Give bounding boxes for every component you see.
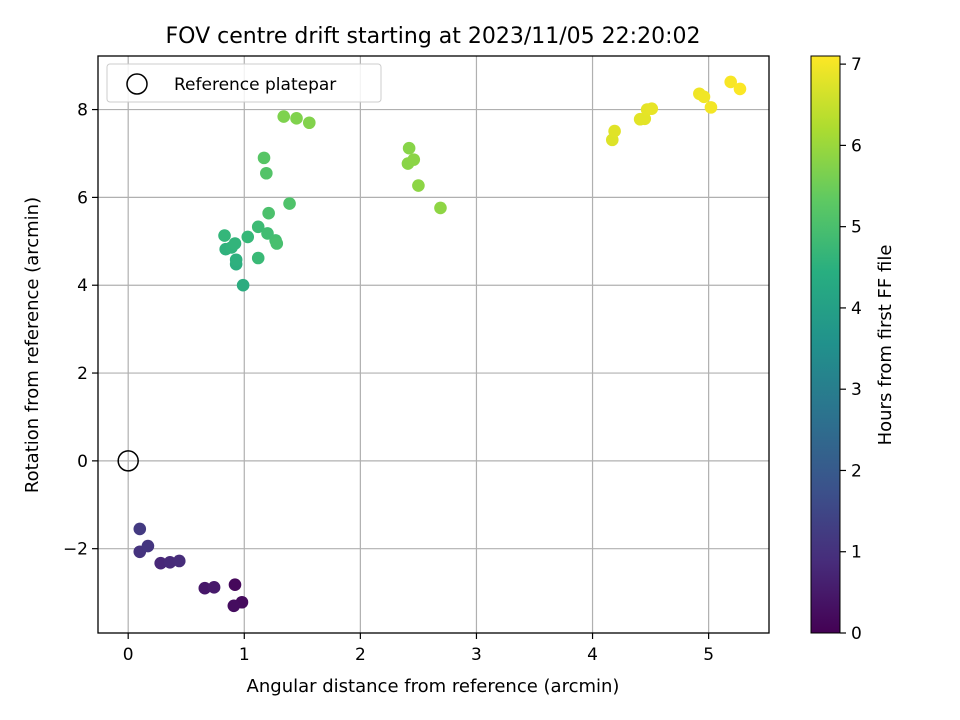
- colorbar-tick-label: 4: [851, 299, 862, 319]
- colorbar-label: Hours from first FF file: [875, 245, 896, 446]
- data-point: [261, 227, 274, 240]
- data-point: [251, 251, 265, 265]
- y-tick-label: 2: [77, 364, 88, 384]
- data-points: [133, 75, 747, 613]
- grid: [98, 56, 769, 633]
- reference-platepar-marker: [117, 450, 139, 472]
- data-point: [133, 522, 147, 536]
- y-tick-label: 6: [77, 188, 88, 208]
- colorbar-tick-label: 5: [851, 218, 862, 238]
- data-point: [645, 102, 659, 115]
- data-point: [207, 581, 221, 594]
- data-point: [402, 141, 416, 155]
- data-point: [229, 253, 243, 267]
- x-tick-label: 3: [471, 645, 482, 665]
- data-point: [228, 578, 242, 591]
- data-point: [251, 220, 265, 234]
- x-axis-ticks: 0 1 2 3 4 5: [123, 633, 714, 665]
- y-axis-ticks: −2 0 2 4 6 8: [63, 101, 98, 560]
- y-tick-label: 0: [77, 452, 88, 472]
- data-point: [241, 230, 255, 244]
- data-point: [257, 151, 271, 165]
- colorbar-gradient: [810, 55, 841, 634]
- y-axis-label: Rotation from reference (arcmin): [22, 197, 43, 493]
- legend: Reference platepar: [106, 63, 382, 103]
- x-tick-label: 2: [355, 645, 366, 665]
- y-tick-label: 8: [77, 101, 88, 121]
- data-point: [704, 101, 718, 114]
- data-point: [172, 554, 186, 568]
- data-point: [260, 166, 273, 180]
- data-point: [236, 278, 250, 292]
- data-point: [697, 90, 711, 104]
- data-point: [434, 201, 447, 215]
- data-point: [228, 237, 242, 250]
- data-point: [608, 124, 621, 138]
- data-point: [218, 229, 231, 242]
- data-point: [283, 197, 296, 210]
- x-axis-label: Angular distance from reference (arcmin): [247, 676, 620, 697]
- colorbar-ticks: 0 1 2 3 4 5 6 7: [840, 55, 862, 644]
- x-tick-label: 1: [239, 645, 250, 665]
- x-tick-label: 0: [123, 645, 134, 665]
- y-tick-label: 4: [77, 276, 88, 296]
- data-point: [141, 539, 155, 553]
- colorbar-tick-label: 1: [851, 543, 862, 563]
- legend-box: [106, 63, 382, 103]
- data-point: [227, 599, 241, 613]
- data-point: [733, 82, 747, 96]
- colorbar-tick-label: 2: [851, 461, 862, 481]
- data-point: [163, 556, 177, 569]
- data-point: [412, 179, 425, 192]
- colorbar-tick-label: 0: [851, 624, 862, 644]
- data-point: [724, 75, 737, 89]
- x-tick-label: 4: [587, 645, 598, 665]
- colorbar-tick-label: 7: [851, 55, 862, 75]
- data-point: [262, 206, 275, 220]
- legend-marker-icon: [126, 73, 148, 95]
- data-point: [277, 110, 291, 123]
- legend-label: Reference platepar: [174, 75, 336, 95]
- data-point: [407, 153, 421, 166]
- data-point: [198, 581, 212, 595]
- colorbar-tick-label: 3: [851, 380, 862, 400]
- y-tick-label: −2: [63, 540, 88, 560]
- chart-title: FOV centre drift starting at 2023/11/05 …: [166, 24, 701, 49]
- plot-frame: [97, 55, 770, 634]
- x-tick-label: 5: [703, 645, 714, 665]
- colorbar-tick-label: 6: [851, 136, 862, 156]
- colorbar: 0 1 2 3 4 5 6 7 Hours from first FF file: [810, 55, 896, 644]
- data-point: [154, 556, 167, 570]
- data-point: [302, 116, 316, 130]
- data-point: [290, 112, 303, 125]
- reference-marker: [117, 450, 139, 472]
- data-point: [270, 237, 284, 250]
